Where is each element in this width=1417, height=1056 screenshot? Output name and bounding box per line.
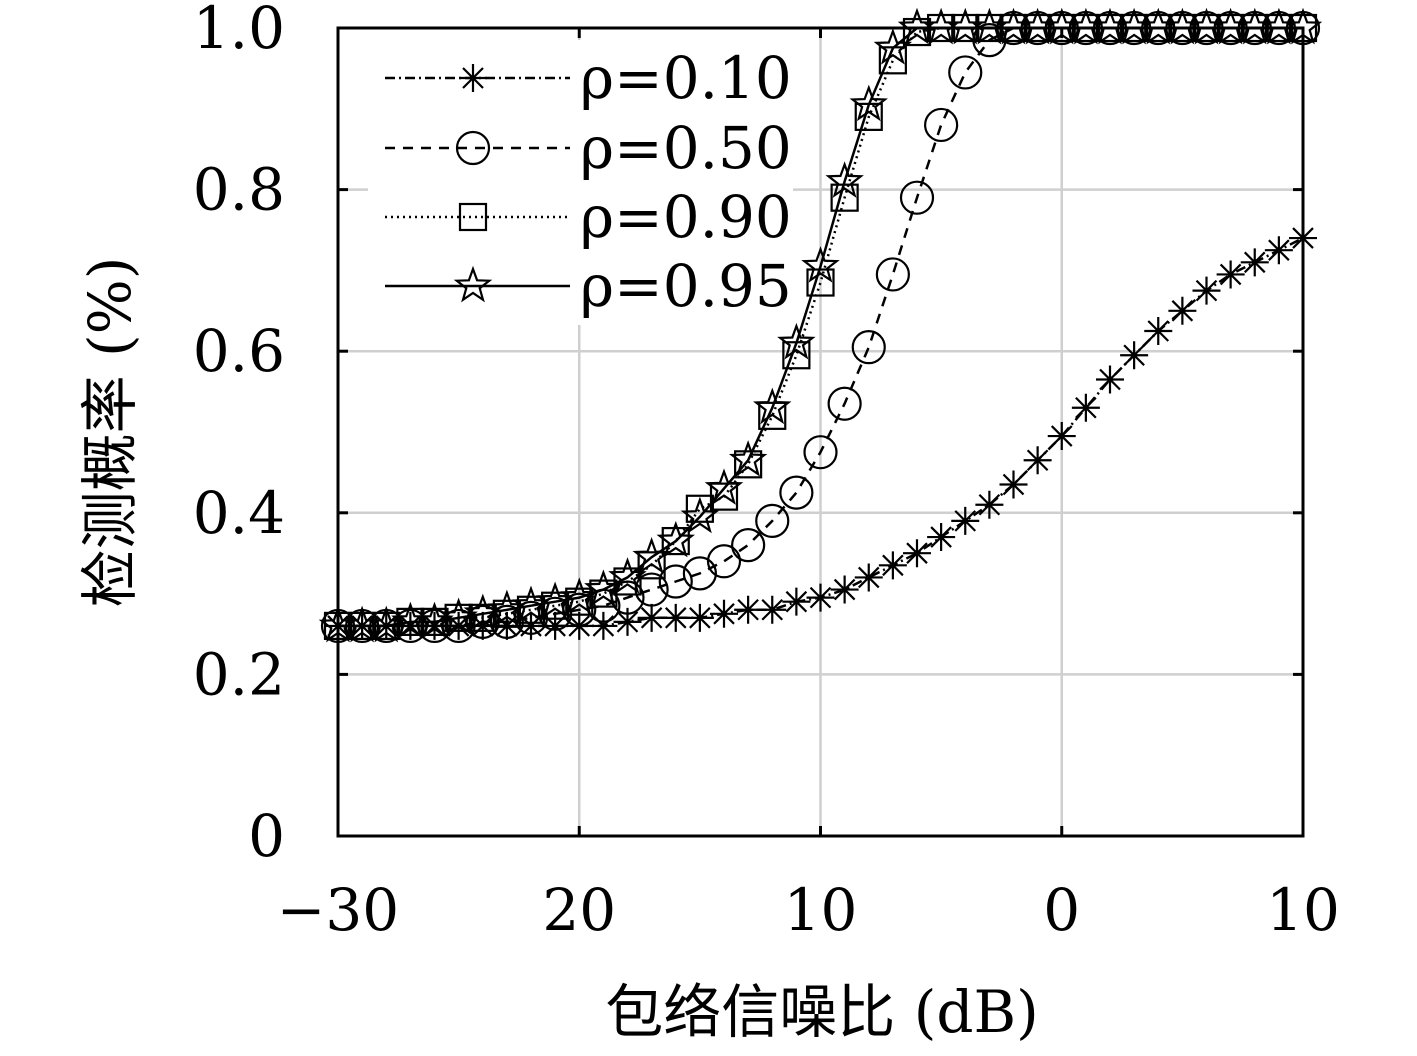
data-point-asterisk — [782, 587, 811, 616]
legend-label: ρ=0.10 — [580, 44, 792, 112]
x-tick-label: 0 — [1043, 876, 1080, 944]
data-point-star — [656, 520, 695, 558]
y-tick-label: 0.4 — [193, 479, 285, 547]
legend-label: ρ=0.90 — [580, 183, 792, 251]
data-point-star — [584, 569, 623, 606]
data-point-asterisk — [710, 599, 738, 628]
data-point-asterisk — [1216, 260, 1245, 289]
data-point-square — [637, 551, 666, 580]
data-point-circle — [706, 544, 742, 579]
legend-marker-circle — [455, 130, 491, 166]
data-point-asterisk — [517, 611, 545, 640]
data-point-square — [709, 482, 739, 511]
data-point-square — [613, 567, 642, 596]
data-point-asterisk — [951, 506, 980, 535]
data-point-asterisk — [927, 523, 956, 552]
data-point-circle — [658, 564, 693, 599]
data-point-asterisk — [541, 611, 570, 640]
x-axis-title: 包络信噪比 (dB) — [605, 978, 1038, 1046]
legend-box — [368, 40, 793, 325]
data-point-square — [902, 17, 932, 47]
data-point-star — [632, 536, 671, 574]
data-point-asterisk — [975, 490, 1004, 519]
data-point-circle — [827, 386, 862, 421]
y-axis-title: 检测概率 (%) — [76, 257, 144, 608]
data-point-star — [680, 496, 720, 534]
data-point-asterisk — [999, 470, 1028, 499]
y-tick-label: 1.0 — [193, 0, 285, 62]
legend: ρ=0.10ρ=0.50ρ=0.90ρ=0.95 — [368, 40, 793, 325]
data-point-asterisk — [1168, 296, 1197, 325]
data-point-asterisk — [903, 539, 931, 568]
data-point-asterisk — [830, 575, 859, 604]
x-tick-label: 10 — [784, 876, 858, 944]
legend-label: ρ=0.50 — [580, 114, 792, 182]
y-tick-label: 0.2 — [193, 640, 285, 708]
data-point-circle — [899, 180, 935, 215]
data-point-asterisk — [1071, 393, 1100, 422]
series-line-circle — [338, 26, 1303, 628]
data-point-circle — [948, 55, 983, 90]
data-point-circle — [803, 435, 838, 470]
legend-marker-square — [458, 202, 488, 232]
data-point-star — [753, 387, 792, 425]
data-point-asterisk — [1144, 317, 1173, 345]
data-point-asterisk — [613, 607, 642, 636]
data-point-asterisk — [685, 603, 714, 632]
data-point-circle — [755, 503, 790, 538]
data-point-asterisk — [468, 611, 497, 640]
data-point-star — [777, 322, 816, 360]
data-point-asterisk — [854, 563, 883, 592]
data-point-asterisk — [806, 583, 835, 612]
x-tick-label: −30 — [277, 876, 399, 944]
legend-marker-asterisk — [459, 64, 487, 92]
data-point-asterisk — [734, 595, 763, 624]
data-point-asterisk — [661, 603, 690, 632]
data-point-circle — [682, 556, 717, 591]
data-point-star — [560, 577, 599, 615]
y-tick-label: 0.6 — [193, 317, 285, 385]
data-point-circle — [851, 330, 886, 365]
x-tick-label: 10 — [1266, 876, 1340, 944]
x-tick-label: 20 — [542, 876, 616, 944]
data-point-asterisk — [1023, 446, 1052, 475]
data-point-asterisk — [1192, 276, 1221, 305]
data-point-asterisk — [758, 595, 787, 624]
data-point-square — [661, 526, 690, 556]
legend-marker-star — [453, 265, 493, 303]
data-point-asterisk — [1120, 341, 1149, 370]
data-point-star — [728, 440, 768, 477]
data-point-star — [801, 246, 840, 283]
legend-label: ρ=0.95 — [580, 252, 792, 320]
y-tick-label: 0.8 — [193, 156, 285, 224]
data-point-square — [734, 450, 763, 479]
data-point-circle — [779, 475, 814, 510]
data-point-square — [444, 603, 473, 632]
data-point-square — [758, 401, 787, 430]
data-point-asterisk — [589, 611, 618, 640]
data-point-asterisk — [637, 603, 666, 632]
data-point-asterisk — [1240, 248, 1269, 277]
y-tick-label: 0 — [248, 802, 285, 870]
data-point-circle — [731, 528, 766, 563]
data-point-circle — [875, 257, 910, 292]
data-point-asterisk — [1096, 365, 1124, 394]
data-point-asterisk — [1264, 236, 1293, 265]
data-point-star — [849, 84, 888, 122]
data-point-circle — [924, 107, 959, 143]
data-point-star — [608, 557, 647, 594]
data-point-star — [704, 468, 744, 505]
data-point-asterisk — [1047, 422, 1076, 451]
data-point-star — [825, 161, 864, 198]
data-point-asterisk — [878, 551, 907, 580]
ticks: −30 20 10 0 10 0 0.2 0.4 0.6 0.8 1.0 — [193, 0, 1340, 944]
data-point-star — [873, 27, 913, 65]
